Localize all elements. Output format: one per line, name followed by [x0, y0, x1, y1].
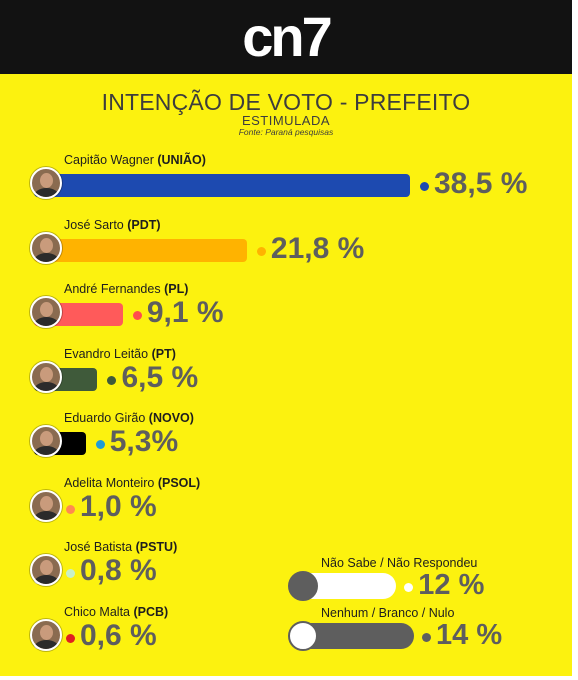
other-dot [404, 583, 414, 592]
candidate-row: José Batista (PSTU) 0,8 % [0, 540, 572, 600]
candidate-row: José Sarto (PDT) 21,8 % [0, 218, 572, 278]
avatar-head [40, 302, 53, 317]
candidate-name: Capitão Wagner (UNIÃO) [64, 153, 206, 167]
value-label: 1,0 % [80, 489, 157, 523]
value-dot [256, 246, 266, 256]
candidate-row: Evandro Leitão (PT) 6,5 % [0, 347, 572, 407]
candidate-name: José Sarto (PDT) [64, 218, 161, 232]
other-knob [288, 571, 318, 601]
candidate-name-text: Eduardo Girão [64, 411, 149, 425]
bar-0 [34, 174, 410, 197]
candidate-name-text: Chico Malta [64, 604, 134, 619]
candidate-avatar [30, 489, 62, 522]
candidate-name-text: José Sarto [64, 217, 128, 232]
value-label: 5,3% [109, 425, 179, 458]
avatar-head [40, 173, 53, 188]
candidate-avatar [30, 296, 62, 328]
avatar-head [40, 366, 53, 382]
other-knob [288, 621, 318, 651]
candidate-party: (NOVO) [148, 411, 194, 425]
value-dot [66, 504, 75, 514]
value-label: 38,5 % [434, 167, 528, 200]
candidate-avatar [30, 554, 62, 586]
candidate-name: Evandro Leitão (PT) [64, 347, 176, 361]
chart-subtitle: ESTIMULADA [241, 113, 331, 128]
other-value: 12 % [418, 569, 485, 601]
value-label: 0,8 % [80, 554, 157, 587]
candidate-avatar [30, 231, 62, 264]
candidate-name-text: Capitão Wagner [64, 153, 158, 167]
avatar-body [34, 381, 59, 391]
bar-1 [34, 238, 247, 262]
candidate-party: (PL) [164, 282, 189, 296]
value-label: 0,6 % [80, 618, 157, 652]
other-label: Não Sabe / Não Respondeu [321, 556, 478, 570]
candidate-name-text: Adelita Monteiro [64, 475, 158, 490]
candidate-name: Chico Malta (PCB) [64, 605, 168, 619]
candidate-avatar [30, 167, 62, 199]
value-dot [132, 311, 142, 320]
avatar-body [34, 510, 59, 520]
value-label: 6,5 % [121, 360, 199, 394]
candidate-name: Adelita Monteiro (PSOL) [64, 476, 200, 490]
candidate-row: Capitão Wagner (UNIÃO) 38,5 % [0, 153, 572, 213]
other-label: Nenhum / Branco / Nulo [321, 606, 455, 620]
candidate-avatar [30, 425, 62, 457]
chart-source: Fonte: Paraná pesquisas [238, 127, 334, 137]
candidate-party: (PT) [151, 346, 176, 361]
avatar-body [34, 446, 59, 455]
chart-title: INTENÇÃO DE VOTO - PREFEITO [101, 89, 471, 115]
candidate-avatar [30, 618, 62, 651]
value-dot [66, 569, 75, 578]
cn7-logo: cn7 [242, 5, 333, 68]
candidate-name: André Fernandes (PL) [64, 282, 188, 296]
avatar-head [40, 237, 53, 253]
avatar-body [34, 575, 59, 584]
value-label: 9,1 % [146, 296, 224, 329]
value-dot [107, 375, 117, 385]
header-bar: cn7 [0, 0, 572, 74]
candidate-row: André Fernandes (PL) 9,1 % [0, 282, 572, 342]
candidate-name-text: José Batista [64, 540, 136, 554]
avatar-head [40, 495, 53, 511]
avatar-body [34, 639, 59, 649]
candidate-party: (PCB) [133, 604, 169, 619]
candidate-party: (PSTU) [135, 540, 178, 554]
value-dot [66, 633, 75, 643]
avatar-head [40, 624, 53, 640]
candidate-name: Eduardo Girão (NOVO) [64, 411, 194, 425]
candidate-row: Chico Malta (PCB) 0,6 % [0, 605, 572, 665]
candidate-row: Eduardo Girão (NOVO) 5,3% [0, 411, 572, 471]
avatar-head [40, 431, 53, 446]
avatar-head [40, 560, 53, 575]
value-dot [95, 440, 105, 449]
candidate-avatar [30, 360, 62, 393]
candidate-name-text: André Fernandes [64, 282, 165, 296]
candidate-party: (PSOL) [157, 475, 201, 490]
value-label: 21,8 % [270, 231, 365, 265]
candidate-row: Adelita Monteiro (PSOL) 1,0 % [0, 476, 572, 536]
avatar-body [34, 188, 59, 197]
avatar-body [34, 252, 59, 262]
avatar-body [34, 317, 59, 326]
value-dot [420, 182, 429, 191]
candidate-party: (PDT) [127, 217, 161, 232]
candidate-name: José Batista (PSTU) [64, 540, 177, 554]
candidate-name-text: Evandro Leitão [64, 346, 152, 361]
candidate-party: (UNIÃO) [157, 153, 206, 167]
other-dot [422, 633, 431, 642]
other-value: 14 % [436, 619, 503, 651]
